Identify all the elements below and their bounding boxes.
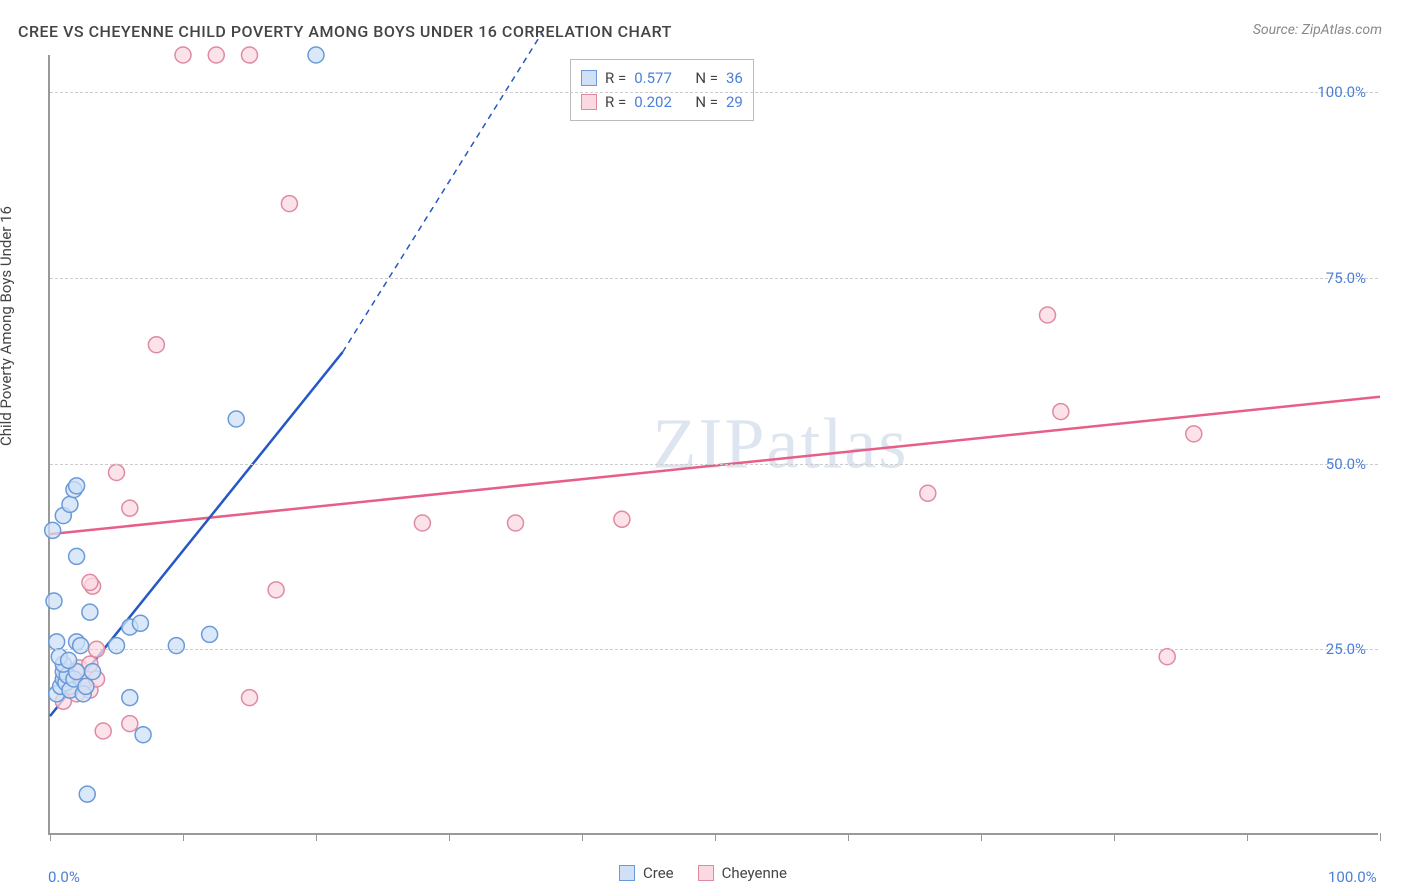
cree-point [62,496,78,512]
cheyenne-point [414,515,430,531]
gridline-h [50,649,1378,650]
legend-stats-box: R = 0.577 N = 36 R = 0.202 N = 29 [570,59,754,121]
cheyenne-point [95,723,111,739]
cree-point [45,522,61,538]
plot-svg [50,55,1378,833]
chart-title: CREE VS CHEYENNE CHILD POVERTY AMONG BOY… [18,22,672,41]
cree-swatch-icon [581,70,597,86]
x-tick [183,833,184,841]
cheyenne-point [268,582,284,598]
cheyenne-point [614,511,630,527]
stat-r-label: R = [605,66,626,90]
cree-point [78,678,94,694]
cheyenne-point [148,337,164,353]
stat-n-value: 29 [726,90,743,114]
cree-point [308,47,324,63]
cree-point [132,615,148,631]
legend-label: Cheyenne [722,864,787,882]
y-tick-label: 75.0% [1326,269,1366,287]
legend-stats-row: R = 0.577 N = 36 [581,66,743,90]
cree-point [228,411,244,427]
stat-n-value: 36 [726,66,743,90]
x-tick-label: 0.0% [48,868,80,886]
x-tick [316,833,317,841]
cree-point [79,786,95,802]
cree-point [168,638,184,654]
x-tick [848,833,849,841]
cheyenne-point [122,716,138,732]
legend-item-cheyenne: Cheyenne [698,864,787,882]
cree-point [109,638,125,654]
cheyenne-swatch-icon [581,94,597,110]
gridline-h [50,92,1378,93]
y-axis-label: Child Poverty Among Boys Under 16 [0,206,15,446]
cheyenne-point [281,196,297,212]
bottom-legend: Cree Cheyenne [619,864,787,882]
legend-label: Cree [643,864,674,882]
x-tick [1247,833,1248,841]
cree-swatch-icon [619,865,635,881]
cheyenne-point [1040,307,1056,323]
cheyenne-point [208,47,224,63]
cree-point [49,634,65,650]
stat-r-value: 0.202 [634,90,672,114]
x-tick-label: 100.0% [1328,868,1377,886]
cree-point [202,626,218,642]
cheyenne-point [175,47,191,63]
cheyenne-point [242,47,258,63]
legend-item-cree: Cree [619,864,674,882]
cree-point [69,478,85,494]
stat-r-value: 0.577 [634,66,672,90]
cree-point [46,593,62,609]
cheyenne-point [920,485,936,501]
cree-point [85,664,101,680]
cheyenne-point [109,464,125,480]
source-attribution: Source: ZipAtlas.com [1253,22,1382,38]
cheyenne-point [508,515,524,531]
cheyenne-point [1053,404,1069,420]
stat-r-label: R = [605,90,626,114]
x-tick [981,833,982,841]
cheyenne-point [122,500,138,516]
x-tick [1114,833,1115,841]
y-tick-label: 100.0% [1317,83,1366,101]
cree-point [135,727,151,743]
x-tick [582,833,583,841]
y-tick-label: 25.0% [1326,640,1366,658]
x-tick [715,833,716,841]
cree-point [82,604,98,620]
x-tick [50,833,51,841]
y-tick-label: 50.0% [1326,455,1366,473]
x-tick [1380,833,1381,841]
cree-trendline-extended [343,33,542,352]
scatter-plot: ZIPatlas R =0.577 N =36R =0.202 N =29 25… [48,55,1378,835]
cree-point [73,638,89,654]
stat-n-label: N = [695,66,718,90]
cheyenne-swatch-icon [698,865,714,881]
cree-point [61,652,77,668]
cheyenne-point [1186,426,1202,442]
cree-point [69,548,85,564]
x-tick [449,833,450,841]
cheyenne-point [82,574,98,590]
legend-stats-row: R = 0.202 N = 29 [581,90,743,114]
cheyenne-trendline [50,397,1380,534]
gridline-h [50,464,1378,465]
cheyenne-point [1159,649,1175,665]
stat-n-label: N = [695,90,718,114]
cheyenne-point [242,690,258,706]
cree-point [122,690,138,706]
gridline-h [50,278,1378,279]
